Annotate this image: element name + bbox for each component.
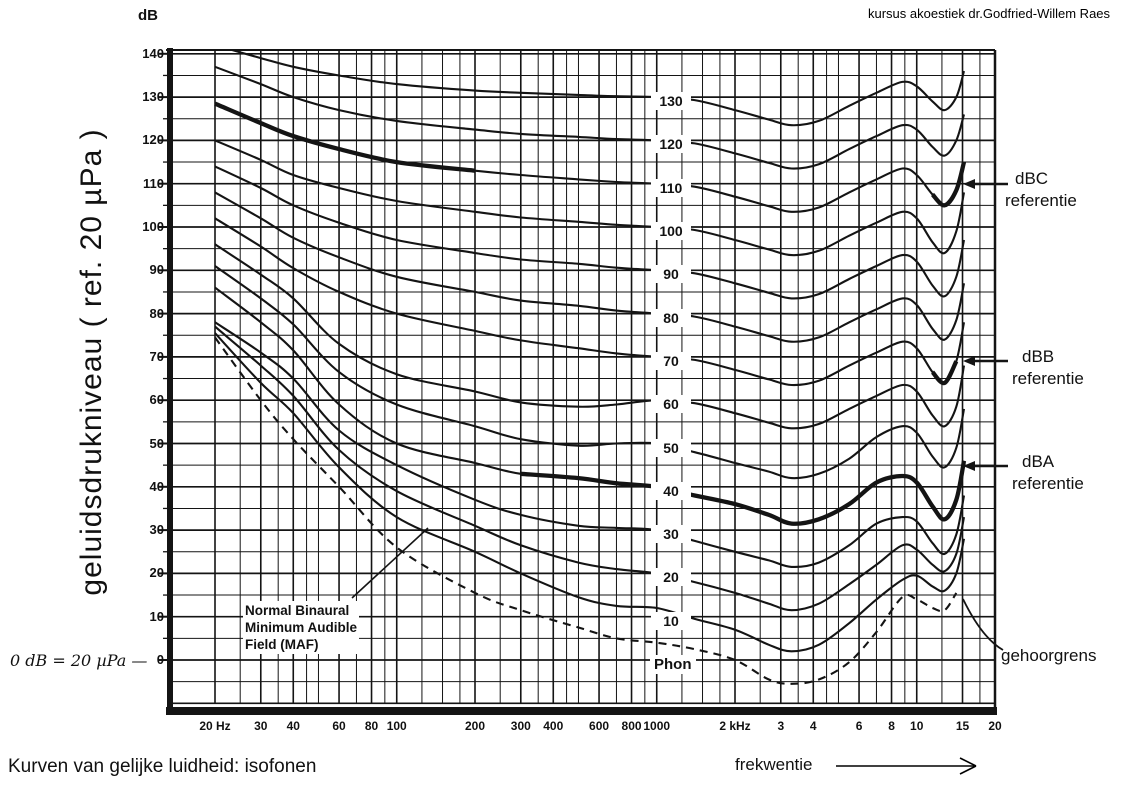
x-tick-label-1000: 1000 [643,719,671,733]
maf-annotation-line1: Normal Binaural [245,603,350,618]
gehoorgrens-pointer-line [962,598,1004,651]
y-tick-label-120: 120 [142,132,164,148]
dba-label-line2: referentie [1012,474,1084,493]
phon-label-70: 70 [651,351,691,370]
y-tick-label-70: 70 [149,348,164,364]
maf-annotation-line2: Minimum Audible [245,620,357,635]
dba-arrowhead [963,461,975,471]
curve-110-phon [214,102,966,213]
phon-label-100: 100 [651,222,691,240]
y-tick-label-20: 20 [149,565,164,581]
phon-label-30: 30 [651,525,691,544]
dba-reference-annotation: dBA referentie [1012,451,1084,495]
hearing-threshold-annotation: gehoorgrens [1001,646,1097,665]
dbc-reference-annotation: dBC referentie [1005,168,1077,212]
x-tick-label-30: 30 [254,719,268,733]
x-tick-label-300: 300 [510,719,531,733]
y-tick-label-110: 110 [143,175,164,191]
x-tick-label-80: 80 [364,719,379,733]
phon-label-130: 130 [651,92,691,111]
curves-group [214,50,967,685]
x-tick-label-60: 60 [332,719,346,733]
frequency-axis-arrowhead [959,765,977,775]
curve-70-phon-emphasis [930,360,959,386]
dbc-arrowhead [963,179,975,189]
y-tick-label-30: 30 [149,522,164,538]
curve-gehoorgrens (MAF) [214,336,958,685]
x-tick-label-20: 20 Hz [199,719,231,733]
curve-50-phon [214,265,966,480]
x-tick-label-3000: 3 [777,719,785,733]
curve-20-phon [214,325,966,612]
dbb-label-line2: referentie [1012,369,1084,388]
y-tick-label-130: 130 [142,89,164,105]
x-tick-label-800: 800 [621,719,642,733]
x-tick-label-6000: 6 [855,719,863,733]
x-tick-label-20000: 20 [988,719,1002,733]
x-tick-label-40: 40 [286,719,300,733]
phon-label-90: 90 [651,265,691,284]
y-tick-label-100: 100 [142,219,164,234]
curve-130-phon [228,50,966,127]
maf-pointer-line [351,527,429,599]
dba-label: dBA [1022,452,1055,471]
y-tick-label-40: 40 [149,478,164,494]
curve-120-phon [214,65,966,170]
x-tick-label-10000: 10 [910,719,924,733]
curve-110-phon-emphasis [930,161,967,208]
curve-70-phon [214,217,966,387]
y-tick-label-10: 10 [149,608,164,624]
y-axis-bar [167,48,173,713]
x-tick-label-200: 200 [464,719,486,733]
phon-label-120: 120 [651,135,691,154]
x-tick-label-2000: 2 kHz [719,719,751,733]
x-axis-title: frekwentie [735,755,813,774]
phon-label-10: 10 [651,611,691,630]
y-tick-label-80: 80 [149,305,164,321]
phon-label-40: 40 [651,481,691,500]
phon-label-110: 110 [651,178,691,197]
x-tick-label-400: 400 [543,719,564,733]
curve-110-phon-emphasis [214,101,476,173]
phon-label-20: 20 [651,568,691,587]
y-tick-label-50: 50 [149,435,164,451]
phon-label-80: 80 [651,308,691,327]
x-axis-bar [166,707,997,715]
y-axis-unit-label: dB [138,7,158,24]
x-tick-label-8000: 8 [888,719,895,733]
x-tick-label-600: 600 [589,719,610,733]
course-credit: kursus akoestiek dr.Godfried-Willem Raes [868,6,1111,21]
curve-100-phon [214,139,966,257]
maf-annotation: Normal Binaural Minimum Audible Field (M… [243,601,359,654]
y-tick-label-60: 60 [149,392,164,408]
dbb-reference-annotation: dBB referentie [1012,346,1084,390]
curve-80-phon [214,191,966,343]
dbc-label-line2: referentie [1005,191,1077,210]
y-tick-label-140: 140 [142,45,164,61]
maf-annotation-line3: Field (MAF) [245,637,319,652]
phon-unit-label: Phon [650,655,696,674]
x-tick-label-4000: 4 [809,719,817,733]
y-axis-title: geluidsdrukniveau ( ref. 20 µPa ) [75,128,108,596]
zero-db-reference-note: 0 dB = 20 µPa — [10,651,148,670]
phon-label-50: 50 [651,438,691,457]
curve-60-phon [214,243,966,430]
dbb-label: dBB [1022,347,1055,366]
x-tick-label-100: 100 [386,719,407,733]
curve-30-phon [214,321,966,569]
curve-40-phon-emphasis [520,460,967,526]
curve-90-phon [214,165,966,300]
y-tick-label-90: 90 [149,262,164,278]
frequency-axis-arrowhead [959,757,977,767]
phon-label-60: 60 [651,395,691,414]
dbb-arrowhead [963,356,975,366]
dbc-label: dBC [1015,169,1049,188]
curve-10-phon [214,332,966,653]
y-tick-label-0: 0 [156,652,164,667]
x-tick-label-15000: 15 [955,719,970,733]
chart-caption: Kurven van gelijke luidheid: isofonen [8,756,317,777]
